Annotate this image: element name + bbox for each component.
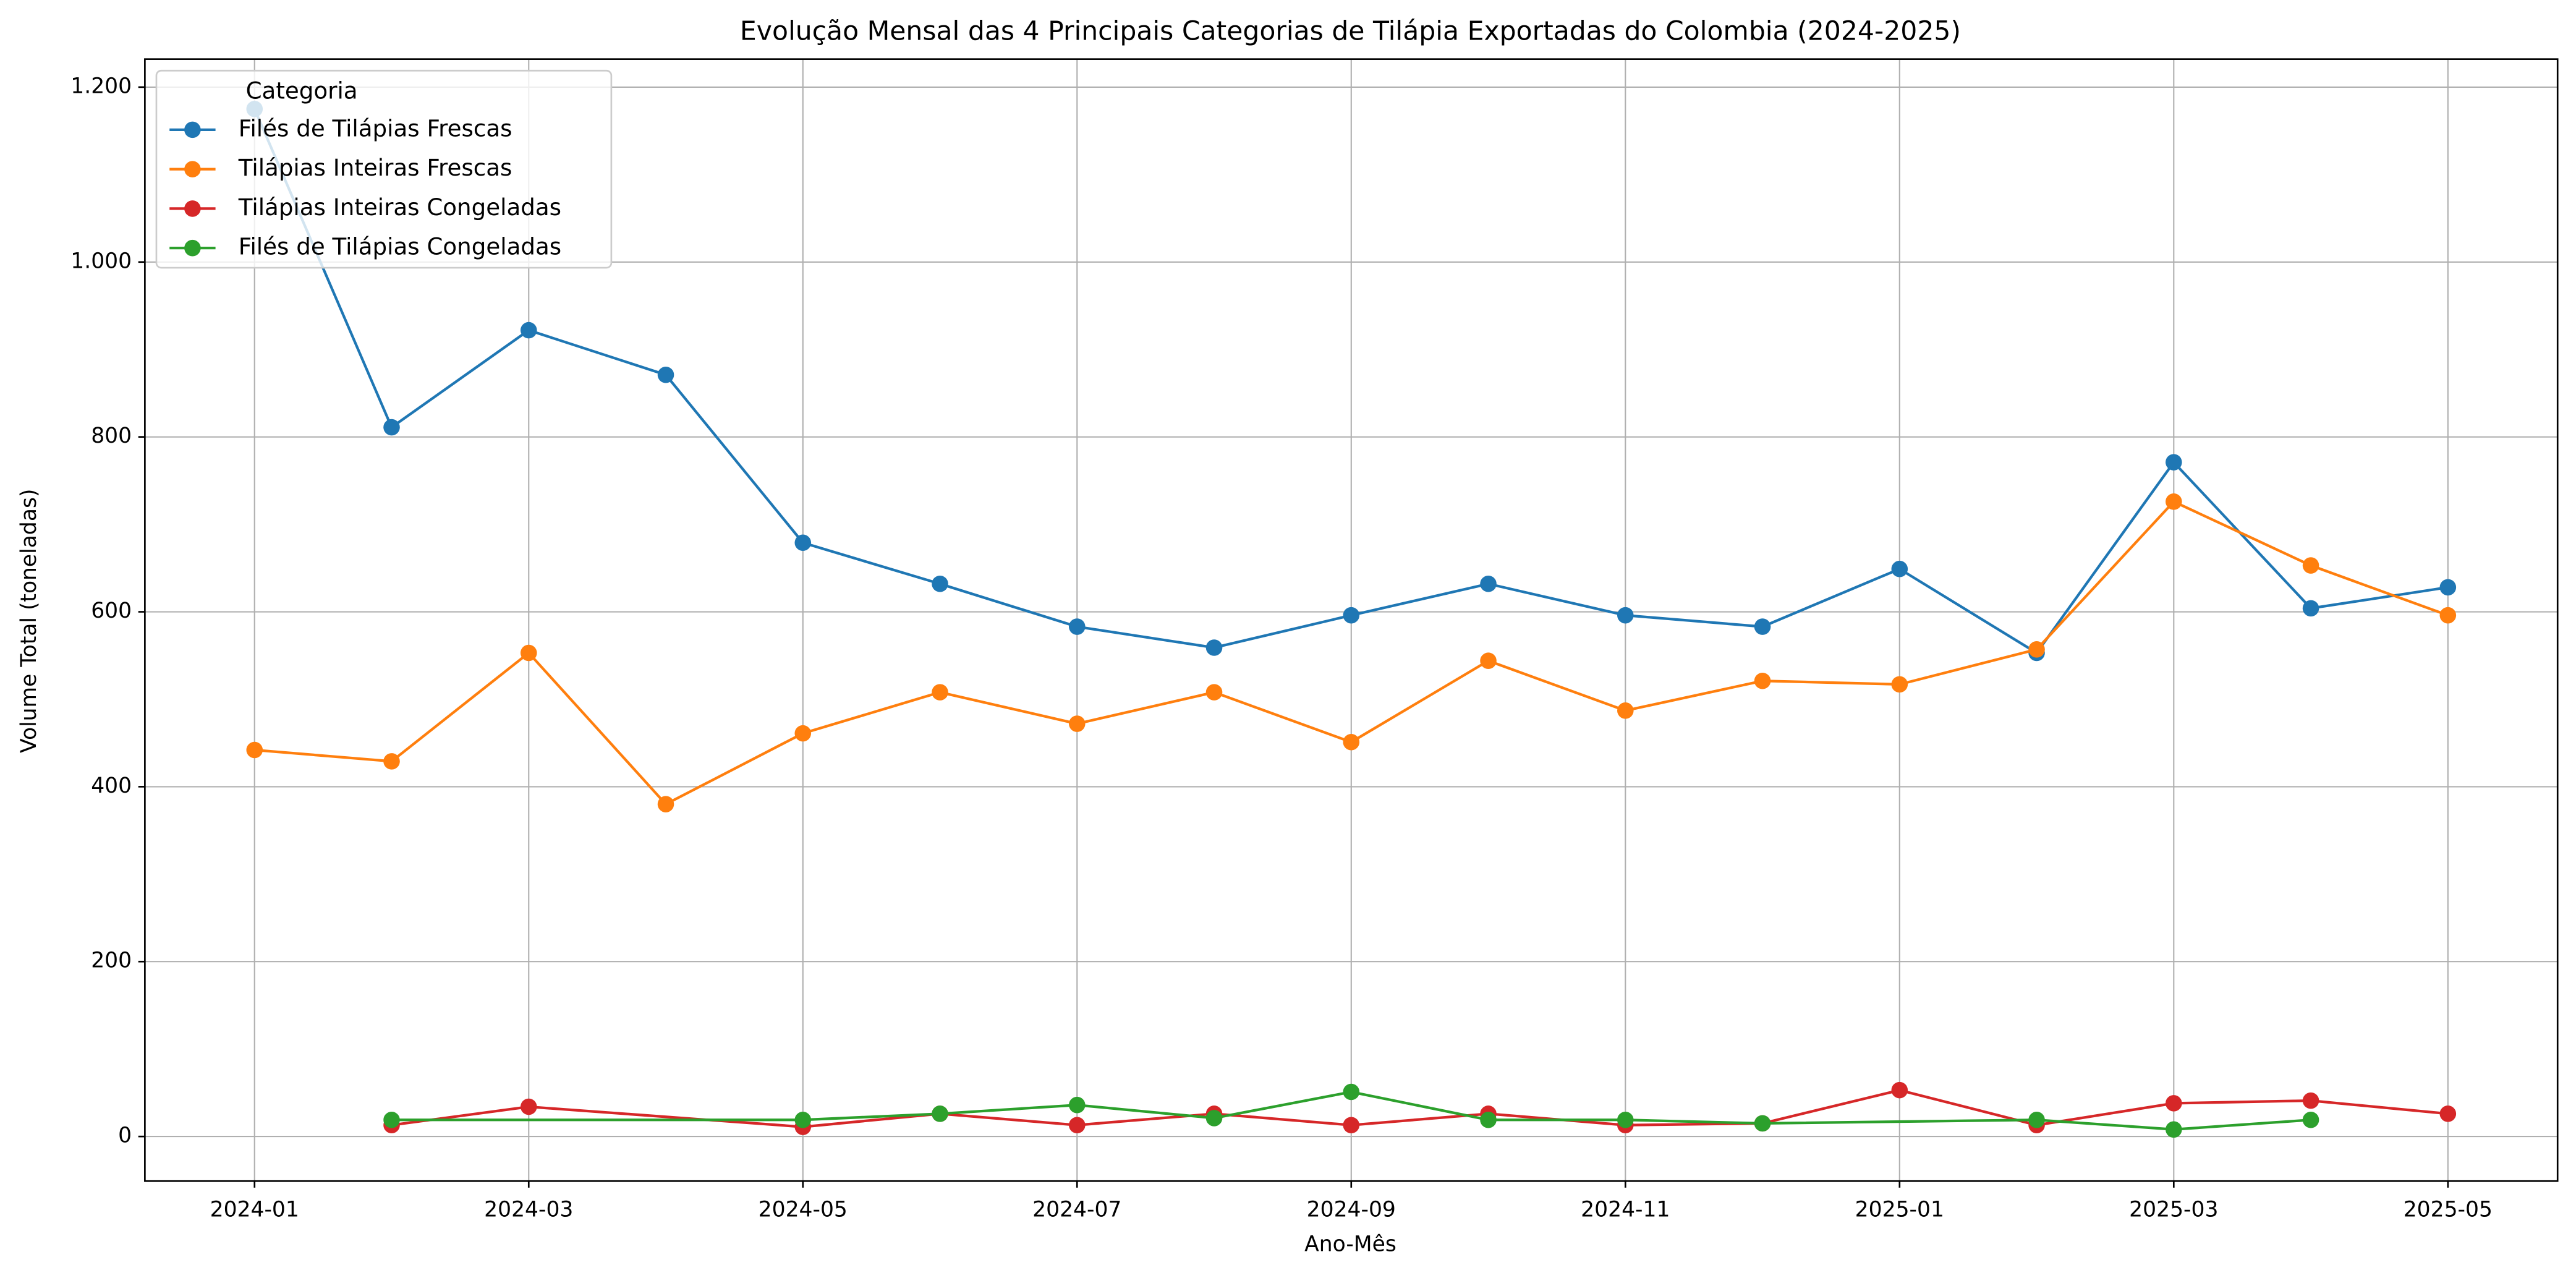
data-point <box>1343 733 1360 751</box>
legend-label: Filés de Tilápias Frescas <box>239 114 512 142</box>
data-point <box>932 575 948 592</box>
legend-marker <box>184 200 201 217</box>
legend-marker <box>184 121 201 138</box>
series-line <box>391 1088 2449 1128</box>
data-point <box>2166 1121 2182 1138</box>
x-tick-label: 2024-01 <box>210 1198 299 1222</box>
data-point <box>2166 493 2182 510</box>
legend-marker <box>184 161 201 177</box>
data-point <box>2302 600 2319 617</box>
data-point <box>657 366 674 383</box>
data-point <box>1617 607 1634 624</box>
legend-box <box>155 69 613 269</box>
y-axis-label: Volume Total (toneladas) <box>17 489 41 753</box>
legend-label: Filés de Tilápias Congeladas <box>239 233 561 260</box>
legend-title: Categoria <box>246 77 358 104</box>
data-point <box>1205 1110 1223 1127</box>
data-point <box>1068 1096 1086 1114</box>
data-point <box>2166 454 2182 471</box>
data-point <box>1754 618 1771 635</box>
data-point <box>520 322 537 339</box>
data-point <box>2028 641 2045 658</box>
data-point <box>2028 1111 2045 1128</box>
data-point <box>2439 1105 2457 1122</box>
x-tick-label: 2025-01 <box>1855 1198 1944 1222</box>
data-point <box>1480 575 1497 592</box>
y-tick-label: 400 <box>91 773 132 798</box>
chart-title: Evolução Mensal das 4 Principais Categor… <box>740 17 1961 47</box>
data-point <box>2302 1111 2319 1128</box>
data-point <box>794 534 812 552</box>
data-point <box>1754 672 1771 689</box>
x-tick-label: 2024-09 <box>1307 1198 1396 1222</box>
data-point <box>1068 1117 1086 1134</box>
data-point <box>2302 1092 2319 1109</box>
y-tick-label: 0 <box>118 1123 132 1148</box>
data-point <box>2302 557 2319 574</box>
data-point <box>2166 1095 2182 1112</box>
data-point <box>794 725 812 742</box>
data-point <box>1068 715 1086 732</box>
y-tick-label: 1.000 <box>70 249 132 273</box>
plot-frame <box>144 58 2559 1182</box>
y-tick-label: 600 <box>91 599 132 623</box>
data-point <box>383 1111 400 1128</box>
data-point <box>794 1111 812 1128</box>
legend-marker <box>184 239 201 257</box>
data-point <box>383 753 400 770</box>
data-point <box>1343 1083 1360 1101</box>
data-point <box>1343 607 1360 624</box>
data-point <box>1891 1081 1908 1099</box>
data-point <box>246 741 263 759</box>
data-point <box>520 644 537 662</box>
x-tick-label: 2024-05 <box>759 1198 848 1222</box>
data-point <box>1754 1115 1771 1132</box>
y-tick-label: 800 <box>91 424 132 448</box>
data-point <box>1480 1111 1497 1128</box>
y-tick-label: 1.200 <box>70 74 132 98</box>
x-tick-label: 2024-11 <box>1581 1198 1670 1222</box>
x-tick-label: 2024-03 <box>484 1198 573 1222</box>
x-tick-label: 2025-05 <box>2404 1198 2493 1222</box>
legend-label: Tilápias Inteiras Congeladas <box>238 194 561 221</box>
data-point <box>932 1105 948 1122</box>
data-point <box>1205 639 1223 656</box>
y-tick-label: 200 <box>91 948 132 973</box>
data-point <box>1891 676 1908 693</box>
legend-label: Tilápias Inteiras Frescas <box>238 154 512 181</box>
data-point <box>1617 1111 1634 1128</box>
data-point <box>657 796 674 812</box>
data-point <box>1891 560 1908 577</box>
data-point <box>1480 652 1497 669</box>
x-tick-label: 2024-07 <box>1032 1198 1121 1222</box>
data-point <box>1617 702 1634 719</box>
data-point <box>1343 1117 1360 1134</box>
data-point <box>1068 618 1086 635</box>
data-point <box>383 419 400 436</box>
data-point <box>932 684 948 701</box>
x-axis-label: Ano-Mês <box>1304 1232 1396 1256</box>
data-point <box>520 1098 537 1115</box>
data-point <box>1205 684 1223 701</box>
data-point <box>2439 607 2457 624</box>
x-tick-label: 2025-03 <box>2129 1198 2218 1222</box>
series-line <box>391 1090 2311 1131</box>
data-point <box>2439 579 2457 596</box>
